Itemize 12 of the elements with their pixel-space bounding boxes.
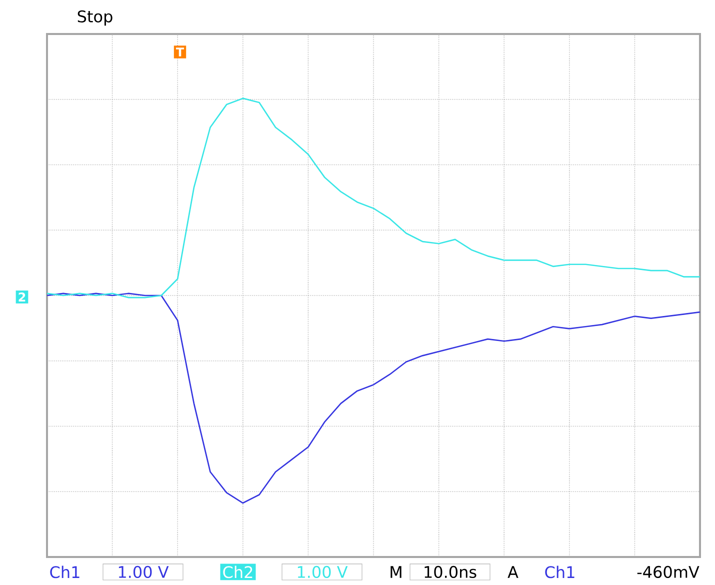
- text: -460mV: [637, 566, 700, 578]
- text: 2: [18, 292, 26, 302]
- text: Stop: [78, 10, 112, 26]
- text: 1.00 V: [298, 566, 348, 578]
- text: M: [390, 566, 402, 578]
- text: 1.00 V: [118, 566, 169, 578]
- text: 10.0ns: [424, 566, 476, 578]
- text: Ch2: [223, 566, 252, 578]
- text: Ch1: [50, 566, 80, 578]
- text: T: [176, 48, 184, 56]
- text: A: [508, 566, 518, 578]
- text: Ch1: [545, 566, 574, 578]
